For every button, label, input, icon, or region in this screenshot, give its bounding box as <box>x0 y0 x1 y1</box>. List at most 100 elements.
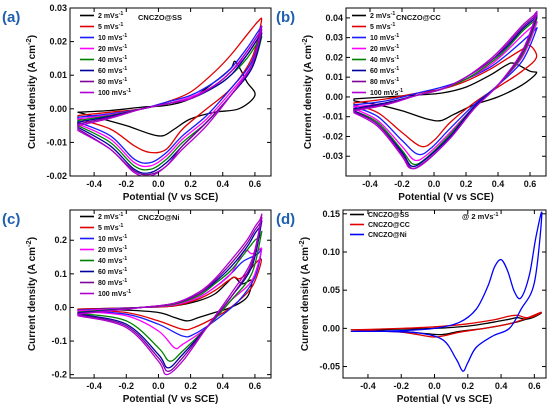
x-tick-label: -0.4 <box>360 381 376 391</box>
y-axis-title: Current density (A cm-2) <box>297 237 312 351</box>
panel-letter: (c) <box>2 211 20 228</box>
x-tick-label: -0.4 <box>86 381 102 391</box>
legend: 2 mVs-1 5 mVs-1 10 mVs-1 20 mVs-1 40 mVs-1 60… <box>80 11 131 97</box>
legend-label: 2 mVs-1 <box>370 11 395 20</box>
series-line-8 <box>353 10 538 170</box>
series-group <box>77 213 263 376</box>
y-tick-label: 0.2 <box>54 235 67 245</box>
chart-panel-2: (b) -0.4 -0.2 0.0 0.2 0.4 0.6 -0.03 -0.02 -0.01 0.… <box>276 7 547 203</box>
chart-panel-1: (a) -0.4 -0.2 0.0 0.2 0.4 0.6 -0.02 -0.01 0.00 0.0… <box>2 3 272 203</box>
panel-annotation: CNCZO@CC <box>396 13 441 22</box>
y-axis-title: Current density (A cm-2) <box>24 35 39 149</box>
y-tick-label: -0.02 <box>322 131 343 141</box>
legend-label: 100 mVs-1 <box>370 88 403 97</box>
x-tick-label: 0.4 <box>217 381 230 391</box>
x-axis-title: Potential (V vs SCE) <box>123 192 219 203</box>
panel-annotation: @ 2 mVs-1 <box>462 212 499 221</box>
y-axis-title: Current density (A cm-2) <box>24 237 39 351</box>
legend-label: 40 mVs-1 <box>98 256 127 265</box>
y-tick-label: -0.03 <box>322 151 343 161</box>
legend-label: 60 mVs-1 <box>98 66 127 75</box>
series-line-1 <box>77 60 256 137</box>
x-tick-label: -0.2 <box>119 381 135 391</box>
series-line-3 <box>350 211 543 372</box>
x-tick-label: 0.2 <box>460 179 473 189</box>
panel-letter: (a) <box>2 9 20 26</box>
legend-label: CNCZO@SS <box>368 212 409 219</box>
x-axis-title: Potential (V vs SCE) <box>123 394 219 405</box>
legend-label: 80 mVs-1 <box>98 77 127 86</box>
x-tick-label: 0.4 <box>492 179 505 189</box>
legend: CNCZO@SS CNCZO@CC CNCZO@Ni <box>350 212 410 239</box>
plot-frame <box>342 209 547 379</box>
panel-letter: (b) <box>276 9 295 26</box>
y-tick-label: -0.01 <box>322 112 343 122</box>
y-tick-label: 0.01 <box>49 70 67 80</box>
legend: 2 mVs-1 5 mVs-1 10 mVs-1 20 mVs-1 40 mVs-1 60… <box>352 11 403 97</box>
legend-label: 60 mVs-1 <box>98 267 127 276</box>
legend-label: 100 mVs-1 <box>98 88 131 97</box>
y-tick-label: 0.10 <box>322 247 340 257</box>
legend-label: 80 mVs-1 <box>370 77 399 86</box>
x-tick-label: -0.2 <box>393 381 409 391</box>
legend: 2 mVs-1 5 mVs-1 10 mVs-1 20 mVs-1 40 mVs-1 60… <box>80 212 131 298</box>
legend-label: 80 mVs-1 <box>98 278 127 287</box>
x-tick-label: 0.2 <box>462 381 475 391</box>
legend-label: 2 mVs-1 <box>98 11 123 20</box>
chart-panel-4: (d) -0.4 -0.2 0.0 0.2 0.4 0.6 -0.05 0.00 0.05 0.10… <box>276 209 547 405</box>
y-tick-label: 0.00 <box>322 323 340 333</box>
plot-frame <box>69 7 272 177</box>
legend-label: CNCZO@CC <box>368 222 410 229</box>
y-tick-label: 0.02 <box>49 37 67 47</box>
x-tick-label: 0.0 <box>428 179 441 189</box>
legend-label: 20 mVs-1 <box>98 44 127 53</box>
plot-frame <box>69 209 272 379</box>
legend-label: 10 mVs-1 <box>98 234 127 243</box>
y-tick-label: -0.01 <box>46 137 67 147</box>
legend-label: 20 mVs-1 <box>370 44 399 53</box>
x-axis-title: Potential (V vs SCE) <box>397 394 493 405</box>
legend-label: 2 mVs-1 <box>98 212 123 221</box>
series-line-8 <box>77 213 263 376</box>
x-tick-label: 0.2 <box>184 381 197 391</box>
legend-label: 100 mVs-1 <box>98 289 131 298</box>
series-group <box>77 17 263 176</box>
legend-label: 40 mVs-1 <box>98 55 127 64</box>
y-tick-label: -0.1 <box>51 336 67 346</box>
x-axis-title: Potential (V vs SCE) <box>398 192 494 203</box>
series-line-3 <box>353 27 538 156</box>
y-tick-label: -0.2 <box>51 370 67 380</box>
y-tick-label: -0.05 <box>319 362 340 372</box>
x-tick-label: 0.4 <box>217 179 230 189</box>
legend-label: 40 mVs-1 <box>370 55 399 64</box>
x-tick-label: -0.2 <box>394 179 410 189</box>
x-tick-label: -0.2 <box>119 179 135 189</box>
x-tick-label: 0.0 <box>152 179 165 189</box>
y-tick-label: 0.03 <box>49 3 67 13</box>
x-tick-label: 0.6 <box>524 179 537 189</box>
series-line-2 <box>350 311 542 338</box>
legend-label: 10 mVs-1 <box>98 33 127 42</box>
panel-annotation: CNCZO@Ni <box>138 213 179 222</box>
y-tick-label: 0.00 <box>325 92 343 102</box>
x-tick-label: 0.6 <box>249 179 262 189</box>
x-tick-label: 0.0 <box>152 381 165 391</box>
series-line-8 <box>77 25 263 176</box>
legend-label: 5 mVs-1 <box>370 22 395 31</box>
plot-frame <box>345 7 547 177</box>
x-tick-label: 0.4 <box>495 381 508 391</box>
panel-annotation: CNCZO@SS <box>138 13 182 22</box>
x-tick-label: 0.2 <box>184 179 197 189</box>
y-tick-label: -0.02 <box>46 171 67 181</box>
y-tick-label: 0.0 <box>54 302 67 312</box>
y-tick-label: 0.00 <box>49 104 67 114</box>
x-tick-label: -0.4 <box>86 179 102 189</box>
legend-label: 5 mVs-1 <box>98 223 123 232</box>
y-tick-label: 0.1 <box>54 269 67 279</box>
series-group <box>350 211 543 372</box>
y-axis-title: Current density (A cm-2) <box>300 35 315 149</box>
chart-panel-3: (c) -0.4 -0.2 0.0 0.2 0.4 0.6 -0.2 -0.1 0.0 0.1 0.2… <box>2 209 272 405</box>
x-tick-label: 0.0 <box>428 381 441 391</box>
series-group <box>353 10 538 170</box>
